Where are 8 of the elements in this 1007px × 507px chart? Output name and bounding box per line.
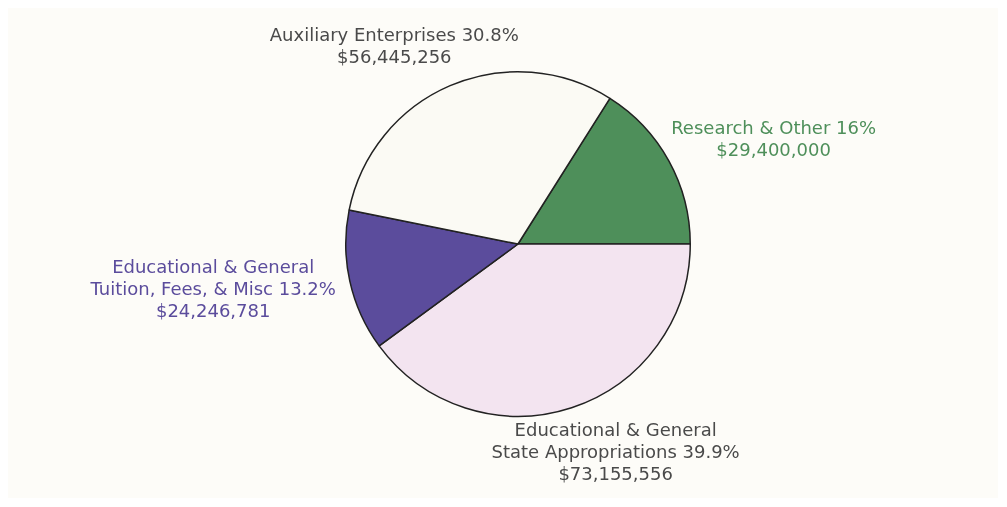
data-label: $73,155,556 [558, 463, 673, 485]
data-label: $29,400,000 [716, 138, 831, 160]
slice-label: Research & Other 16% [671, 116, 877, 138]
data-label: $24,246,781 [155, 299, 271, 321]
slice-label: Educational & General State Appropriations 39.9% [491, 419, 740, 463]
slice-label: Educational & General Tuition, Fees, & Misc 13.2% [89, 255, 336, 299]
data-label: $56,445,256 [337, 46, 452, 68]
slice-label: Auxiliary Enterprises 30.8% [269, 24, 519, 46]
